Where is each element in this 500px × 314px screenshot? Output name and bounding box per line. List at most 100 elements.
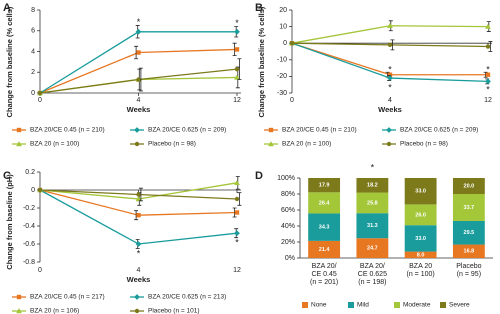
y-tick-label: 2 bbox=[31, 69, 35, 76]
bar-value-label: 18.2 bbox=[367, 183, 378, 189]
marker bbox=[234, 47, 240, 52]
marker bbox=[485, 44, 491, 49]
x-tick-line: CE 0.45 bbox=[311, 271, 336, 278]
legend-label: BZA 20/CE 0.45 (n = 210) bbox=[30, 127, 105, 134]
series-line bbox=[39, 48, 238, 94]
y-tick-label: -0.4 bbox=[23, 223, 35, 230]
bar-value-label: 33.0 bbox=[415, 189, 426, 195]
y-tick-label: -20 bbox=[277, 73, 287, 80]
bar-value-label: 21.4 bbox=[319, 247, 331, 253]
marker bbox=[289, 41, 295, 46]
x-tick-line: (n = 198) bbox=[358, 279, 386, 286]
y-tick-label: 60% bbox=[281, 207, 295, 214]
y-tick-label: 0.2 bbox=[25, 169, 35, 176]
marker bbox=[37, 187, 43, 193]
legend-marker bbox=[134, 141, 140, 147]
y-tick-label: 0 bbox=[31, 90, 35, 97]
bar-segment bbox=[452, 178, 485, 194]
legend-marker bbox=[386, 141, 392, 147]
annotation: * bbox=[235, 18, 239, 28]
y-tick-label: 100% bbox=[277, 175, 295, 182]
bar-value-label: 33.0 bbox=[415, 236, 426, 242]
legend-label: Moderate bbox=[403, 302, 431, 309]
legend-marker bbox=[386, 127, 392, 133]
y-tick-label: 4 bbox=[31, 48, 35, 55]
marker bbox=[135, 196, 142, 202]
x-axis-title: Weeks bbox=[127, 275, 151, 284]
y-axis-title: Change from baseline (pH) bbox=[5, 174, 14, 270]
x-tick-line: (n = 95) bbox=[457, 271, 481, 278]
error-bar bbox=[390, 39, 395, 51]
marker bbox=[234, 66, 240, 72]
error-bar bbox=[232, 207, 237, 218]
y-tick-label: 20% bbox=[281, 239, 295, 246]
bar-segment bbox=[404, 251, 437, 258]
annotation: * bbox=[137, 17, 141, 27]
marker bbox=[135, 28, 142, 35]
y-tick-label: 0 bbox=[31, 187, 35, 194]
panel-label: C bbox=[3, 170, 11, 182]
x-tick-label: 0 bbox=[38, 97, 42, 104]
x-tick-label: 4 bbox=[137, 97, 141, 104]
legend-marker bbox=[134, 308, 140, 314]
marker bbox=[234, 74, 240, 80]
bar-segment bbox=[404, 204, 437, 226]
bar-segment bbox=[404, 178, 437, 205]
marker bbox=[485, 23, 491, 29]
marker bbox=[234, 28, 240, 35]
marker bbox=[485, 78, 491, 85]
x-tick-line: BZA 20/ bbox=[360, 263, 385, 270]
marker bbox=[136, 50, 141, 55]
bar-value-label: 8.0 bbox=[417, 252, 425, 258]
marker bbox=[136, 213, 141, 218]
x-tick-label: 4 bbox=[388, 97, 392, 104]
x-tick-label: 12 bbox=[233, 267, 241, 274]
bar-value-label: 20.0 bbox=[464, 183, 475, 189]
legend-label: Severe bbox=[449, 302, 470, 309]
legend-swatch bbox=[302, 302, 308, 308]
y-tick-label: 0% bbox=[285, 255, 295, 262]
error-bar bbox=[138, 187, 143, 202]
error-bar bbox=[483, 71, 488, 78]
x-tick-label: Placebo (n = 95) bbox=[456, 263, 481, 278]
x-tick-line: Placebo bbox=[456, 263, 481, 270]
marker bbox=[234, 230, 240, 237]
panel-label: A bbox=[3, 2, 11, 14]
y-tick-label: 10 bbox=[279, 23, 287, 30]
annotation: * bbox=[486, 84, 490, 94]
annotation: * bbox=[388, 64, 392, 74]
x-tick-label: 4 bbox=[137, 267, 141, 274]
bar-segment bbox=[452, 194, 485, 221]
legend-label: Placebo (n = 101) bbox=[148, 308, 200, 314]
marker bbox=[387, 72, 393, 77]
error-bar bbox=[237, 192, 242, 206]
bar-segment bbox=[308, 192, 341, 214]
bar-value-label: 25.8 bbox=[367, 200, 378, 206]
legend-marker bbox=[134, 294, 140, 300]
bar-value-label: 26.0 bbox=[415, 212, 426, 218]
y-tick-label: -10 bbox=[277, 57, 287, 64]
legend-label: Placebo (n = 98) bbox=[400, 141, 448, 148]
bar-segment bbox=[452, 244, 485, 258]
legend-label: None bbox=[311, 302, 327, 309]
annotation: * bbox=[235, 238, 239, 248]
y-tick-label: -0.6 bbox=[23, 241, 35, 248]
legend-marker bbox=[134, 127, 140, 133]
marker bbox=[234, 179, 240, 185]
error-bar bbox=[138, 67, 143, 92]
legend-marker bbox=[16, 308, 22, 314]
bar-value-label: 31.3 bbox=[367, 223, 378, 229]
legend-marker bbox=[16, 294, 22, 300]
panel-label: D bbox=[255, 170, 263, 182]
y-tick-label: -0.2 bbox=[23, 205, 35, 212]
annotation: * bbox=[388, 83, 392, 93]
x-tick-line: BZA 20/ bbox=[312, 263, 337, 270]
y-tick-label: -0.8 bbox=[23, 259, 35, 266]
x-tick-label: BZA 20 (n = 100) bbox=[407, 263, 435, 278]
x-tick-label: BZA 20/CE 0.45 (n = 201) bbox=[310, 263, 338, 286]
legend-marker bbox=[268, 141, 274, 147]
legend-swatch bbox=[348, 302, 354, 308]
x-tick-line: CE 0.625 bbox=[358, 271, 387, 278]
legend-swatch bbox=[440, 302, 446, 308]
